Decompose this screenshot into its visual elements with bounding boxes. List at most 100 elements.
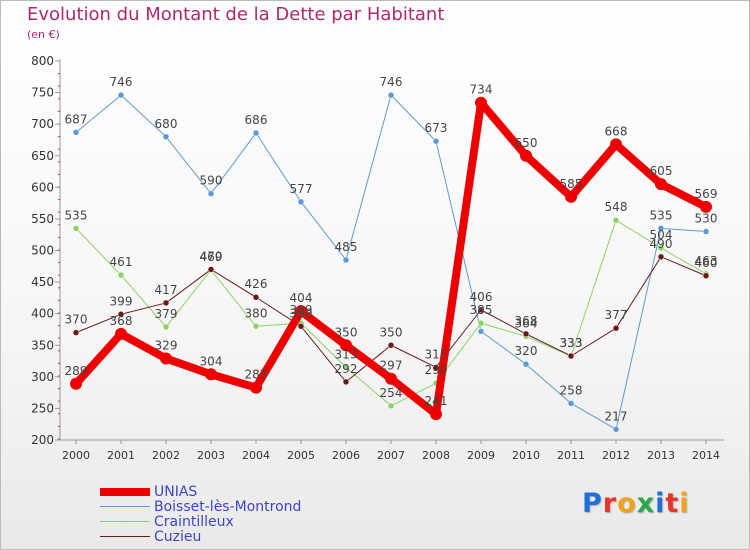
data-point	[207, 266, 215, 273]
logo-letter: t	[665, 488, 680, 519]
axes: 200 250 300 350 400 450 500 550 600 650 700 750 800 2…	[31, 54, 724, 462]
data-point	[520, 149, 532, 162]
data-label: 241	[425, 394, 448, 408]
data-label: 385	[470, 303, 493, 317]
data-point	[432, 137, 440, 145]
data-label: 569	[695, 187, 718, 201]
y-tick-label: 350	[31, 338, 54, 352]
data-label: 668	[605, 124, 628, 138]
legend-label: Boisset-lès-Montrond	[154, 498, 302, 515]
data-point	[657, 244, 665, 252]
x-tick-label: 2009	[467, 449, 495, 462]
data-label: 258	[560, 383, 583, 397]
data-label: 535	[650, 208, 673, 222]
data-point	[565, 190, 577, 203]
x-tick-label: 2008	[422, 449, 450, 462]
logo-letter: i	[655, 488, 666, 519]
y-tick-label: 650	[31, 149, 54, 163]
data-label: 283	[245, 368, 268, 382]
data-point	[117, 91, 125, 99]
legend-swatch	[100, 536, 150, 537]
data-label: 686	[245, 113, 268, 127]
data-label: 368	[515, 314, 538, 328]
legend: UNIAS Boisset-lès-Montrond Craintilleux Cuz…	[100, 483, 302, 545]
y-tick-label: 800	[31, 54, 54, 68]
data-label: 590	[200, 174, 223, 188]
data-point	[522, 360, 530, 368]
data-point	[205, 368, 217, 381]
data-point	[297, 323, 305, 330]
logo-letter: r	[602, 488, 618, 519]
data-point	[612, 324, 620, 332]
data-point	[475, 96, 487, 109]
logo-letter: P	[582, 488, 603, 519]
legend-swatch	[100, 521, 150, 522]
data-label: 734	[470, 83, 493, 97]
data-point	[117, 271, 125, 279]
data-point	[387, 402, 395, 410]
data-label: 585	[560, 177, 583, 191]
x-tick-label: 2012	[602, 449, 630, 462]
y-tick-label: 400	[31, 307, 54, 321]
x-tick-label: 2002	[152, 449, 180, 462]
data-label: 350	[380, 325, 403, 339]
data-label: 292	[335, 362, 358, 376]
data-label: 217	[605, 409, 628, 423]
y-tick-label: 550	[31, 212, 54, 226]
data-point	[657, 225, 665, 232]
data-labels-layer: 289 368 329 304 283 404 350 297 241 734 650 585 668 6…	[65, 75, 718, 423]
series-layer	[70, 91, 712, 433]
y-tick-label: 200	[31, 433, 54, 447]
data-point	[297, 198, 305, 206]
data-label: 380	[290, 306, 313, 320]
data-label: 333	[560, 336, 583, 350]
y-tick-label: 300	[31, 370, 54, 384]
data-label: 673	[425, 121, 448, 135]
data-label: 469	[200, 250, 223, 264]
data-label: 297	[380, 359, 403, 373]
logo-letter: o	[617, 488, 637, 519]
logo-letter: i	[679, 488, 690, 519]
data-point	[477, 306, 485, 314]
series-craintilleux	[72, 216, 710, 410]
data-label: 746	[380, 75, 403, 89]
y-tick-label: 750	[31, 86, 54, 100]
data-label: 315	[425, 347, 448, 361]
data-point	[567, 352, 575, 360]
legend-item: Cuzieu	[100, 529, 301, 545]
legend-label: UNIAS	[154, 483, 198, 500]
data-point	[250, 381, 262, 394]
data-point	[70, 377, 82, 390]
series-unias	[70, 96, 712, 421]
y-tick-label: 600	[31, 180, 54, 194]
data-point	[207, 190, 215, 197]
data-label: 504	[650, 228, 673, 242]
x-tick-label: 2000	[62, 449, 90, 462]
data-point	[115, 327, 127, 340]
data-label: 577	[290, 182, 313, 196]
data-point	[522, 330, 530, 338]
legend-item: UNIAS	[100, 483, 301, 500]
data-label: 313	[335, 347, 358, 361]
data-point	[612, 216, 620, 224]
data-label: 687	[65, 112, 88, 126]
data-point	[655, 178, 667, 191]
x-tick-label: 2014	[692, 449, 720, 462]
y-tick-label: 500	[31, 244, 54, 258]
data-point	[72, 129, 80, 136]
data-label: 426	[245, 277, 268, 291]
data-point	[160, 352, 172, 365]
data-point	[702, 272, 710, 280]
data-label: 461	[110, 255, 133, 269]
legend-swatch	[100, 487, 150, 496]
data-label: 290	[425, 363, 448, 377]
data-label: 304	[200, 354, 223, 368]
x-tick-label: 2013	[647, 449, 675, 462]
data-point	[387, 342, 395, 349]
series-boisset-l-s-montrond	[72, 91, 710, 433]
data-point	[385, 372, 397, 385]
data-label: 650	[515, 136, 538, 150]
data-point	[342, 364, 350, 371]
x-tick-label: 2003	[197, 449, 225, 462]
